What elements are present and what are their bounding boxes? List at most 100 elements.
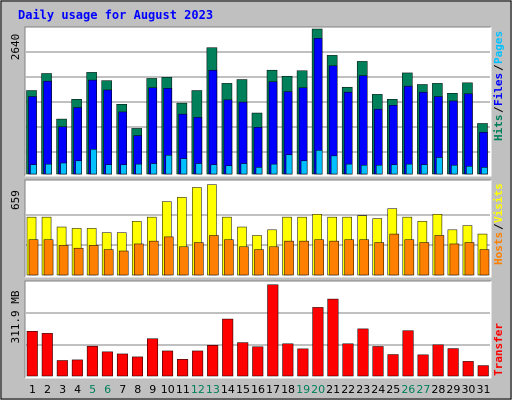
bar-files xyxy=(343,91,353,175)
x-tick-label: 1 xyxy=(29,383,36,396)
bar-hosts xyxy=(43,239,54,276)
bar-hosts xyxy=(344,239,354,276)
bar-transfer xyxy=(71,359,83,377)
bar-pages xyxy=(60,162,67,175)
bar-transfer xyxy=(162,350,174,377)
chart-title: Daily usage for August 2023 xyxy=(18,8,214,22)
bar-pages xyxy=(285,154,293,175)
bar-hosts xyxy=(88,245,99,276)
bar-hosts xyxy=(58,245,69,276)
bar-files xyxy=(389,105,398,175)
bar-hosts xyxy=(224,239,234,276)
bar-pages xyxy=(45,163,52,175)
x-tick-label: 16 xyxy=(251,383,265,396)
y-max-label-hits: 2640 xyxy=(9,34,22,61)
legend-separator: / xyxy=(492,64,505,71)
bar-files xyxy=(208,69,218,175)
x-tick-label: 17 xyxy=(266,383,280,396)
bar-hosts xyxy=(133,243,144,276)
bar-files xyxy=(268,81,278,175)
bar-hosts xyxy=(254,249,264,276)
y-max-label-kbytes: 311.9 MB xyxy=(9,290,22,343)
bar-transfer xyxy=(372,346,384,377)
bar-hosts xyxy=(314,239,324,276)
bar-hosts xyxy=(194,242,204,276)
bar-pages xyxy=(481,167,488,175)
bar-pages xyxy=(270,163,278,175)
bar-hosts xyxy=(464,242,475,276)
bar-transfer xyxy=(477,365,489,377)
bar-pages xyxy=(421,164,428,175)
bar-hosts xyxy=(209,235,219,276)
bar-pages xyxy=(225,165,233,175)
bar-hosts xyxy=(28,239,39,276)
bar-pages xyxy=(150,163,158,175)
bar-pages xyxy=(466,166,473,175)
x-tick-label: 9 xyxy=(149,383,156,396)
legend-separator: / xyxy=(492,106,505,113)
bar-files xyxy=(103,89,112,175)
bar-transfer xyxy=(387,354,399,377)
bar-transfer xyxy=(447,348,459,377)
bar-files xyxy=(404,85,413,175)
bar-transfer xyxy=(342,343,354,377)
legend-hosts: Hosts xyxy=(492,232,505,265)
bar-hosts xyxy=(239,246,249,276)
x-tick-label: 22 xyxy=(341,383,355,396)
bar-hosts xyxy=(179,246,189,276)
legend-separator: / xyxy=(492,223,505,230)
bar-hosts xyxy=(329,240,339,276)
bar-pages xyxy=(345,163,353,175)
bar-transfer xyxy=(432,344,444,377)
bar-hosts xyxy=(269,246,279,276)
bar-transfer xyxy=(41,333,53,377)
x-tick-label: 12 xyxy=(191,383,205,396)
bar-transfer xyxy=(177,359,189,377)
bar-hosts xyxy=(359,239,369,276)
panel-hits-shade-light xyxy=(25,27,492,177)
bar-transfer xyxy=(207,345,219,377)
legend-transfer: Transfer xyxy=(492,323,505,376)
bar-transfer xyxy=(312,307,324,377)
legend-files: Files xyxy=(492,73,505,106)
y-max-label-visits: 659 xyxy=(9,190,22,210)
bar-transfer xyxy=(101,351,113,377)
bar-transfer xyxy=(237,342,249,377)
x-tick-label: 31 xyxy=(476,383,490,396)
x-tick-label: 30 xyxy=(461,383,475,396)
bar-pages xyxy=(451,164,458,175)
x-tick-label: 21 xyxy=(326,383,340,396)
bar-pages xyxy=(240,163,248,175)
bar-transfer xyxy=(116,353,128,377)
bar-pages xyxy=(75,160,82,175)
x-tick-label: 8 xyxy=(134,383,141,396)
bar-pages xyxy=(195,163,203,175)
x-tick-label: 15 xyxy=(236,383,250,396)
bar-pages xyxy=(330,155,338,175)
bar-pages xyxy=(120,164,127,175)
x-tick-label: 14 xyxy=(221,383,235,396)
x-tick-label: 4 xyxy=(74,383,81,396)
bar-transfer xyxy=(282,343,294,377)
bar-files xyxy=(449,100,458,175)
bar-hosts xyxy=(419,242,430,276)
bar-transfer xyxy=(252,346,264,377)
bar-pages xyxy=(360,164,368,175)
bar-files xyxy=(464,93,473,175)
bar-hosts xyxy=(118,250,129,276)
bar-hosts xyxy=(479,249,490,276)
bar-files xyxy=(238,101,248,175)
x-tick-label: 29 xyxy=(446,383,460,396)
bar-hosts xyxy=(434,235,445,276)
bar-transfer xyxy=(26,331,38,377)
x-tick-label: 26 xyxy=(401,383,415,396)
bar-transfer xyxy=(56,360,68,377)
bar-pages xyxy=(105,164,112,175)
bar-hosts xyxy=(164,236,174,276)
bar-hosts xyxy=(103,249,114,276)
bar-files xyxy=(419,91,428,175)
bar-transfer xyxy=(417,354,429,377)
x-tick-label: 5 xyxy=(89,383,96,396)
bar-pages xyxy=(165,155,173,175)
